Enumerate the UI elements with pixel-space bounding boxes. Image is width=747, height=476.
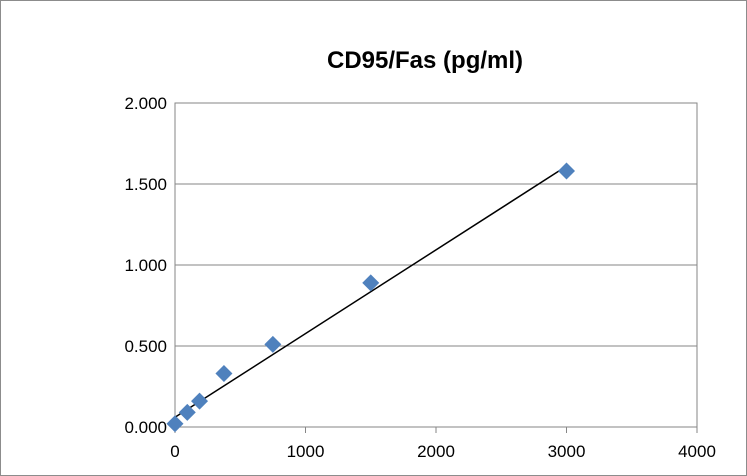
y-tick-label: 1.500	[124, 175, 167, 194]
data-point	[191, 392, 209, 410]
chart-title: CD95/Fas (pg/ml)	[327, 47, 523, 74]
data-point	[264, 335, 282, 353]
data-point	[166, 415, 184, 433]
data-points	[166, 162, 575, 433]
y-tick-label: 0.000	[124, 418, 167, 437]
y-tick-label: 2.000	[124, 94, 167, 113]
x-tick-label: 0	[170, 442, 179, 461]
data-point	[362, 274, 380, 292]
gridlines	[175, 102, 697, 428]
x-axis-ticks: 0 1000 2000 3000 4000	[170, 427, 716, 461]
data-point	[178, 403, 196, 421]
linear-trendline	[174, 165, 567, 418]
data-point	[215, 365, 233, 383]
x-tick-label: 2000	[417, 442, 455, 461]
y-tick-label: 0.500	[124, 337, 167, 356]
x-tick-label: 4000	[678, 442, 716, 461]
y-tick-label: 1.000	[124, 256, 167, 275]
y-axis-ticks: 0.000 0.500 1.000 1.500 2.000	[124, 94, 167, 437]
x-tick-label: 1000	[287, 442, 325, 461]
x-tick-label: 3000	[548, 442, 586, 461]
data-point	[558, 162, 575, 180]
